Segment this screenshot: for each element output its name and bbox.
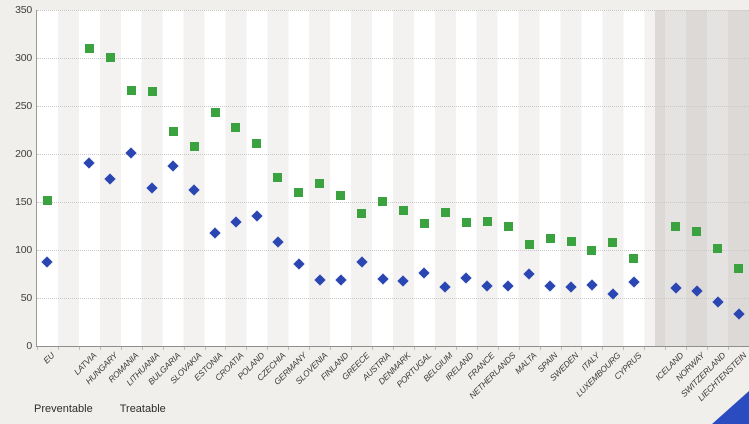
preventable-marker[interactable] [357,209,367,219]
preventable-marker[interactable] [42,195,52,205]
preventable-marker[interactable] [147,87,157,97]
preventable-marker[interactable] [629,254,639,264]
preventable-marker[interactable] [713,243,723,253]
preventable-marker[interactable] [210,108,220,118]
x-axis-tick [728,347,730,350]
x-axis-tick [225,347,227,350]
x-axis-tick [78,347,80,350]
x-axis-tick [518,347,520,350]
corner-ribbon [712,391,749,424]
x-axis-tick [204,347,206,350]
x-axis-tick [707,347,709,350]
x-axis-tick [497,347,499,350]
plot-area [37,10,749,346]
gridline [37,10,749,11]
x-axis-tick [309,347,311,350]
preventable-marker[interactable] [566,236,576,246]
x-axis-tick [330,347,332,350]
preventable-marker[interactable] [231,122,241,132]
y-tick-label: 250 [15,100,32,112]
x-axis-tick [372,347,374,350]
x-axis-tick [476,347,478,350]
preventable-marker[interactable] [524,239,534,249]
preventable-marker[interactable] [126,86,136,96]
legend-item-treatable[interactable]: Treatable [107,403,166,415]
y-tick-label: 200 [15,148,32,160]
gridline [37,58,749,59]
gridline [37,154,749,155]
preventable-marker[interactable] [419,218,429,228]
x-axis-tick [455,347,457,350]
x-axis-tick [539,347,541,350]
x-axis-tick [644,347,646,350]
x-axis-tick [623,347,625,350]
y-tick-label: 150 [15,196,32,208]
gridline [37,202,749,203]
preventable-marker[interactable] [671,221,681,231]
preventable-marker[interactable] [545,233,555,243]
x-axis-tick [141,347,143,350]
preventable-marker[interactable] [440,208,450,218]
gridline [37,106,749,107]
preventable-marker[interactable] [398,206,408,216]
preventable-marker[interactable] [252,138,262,148]
x-axis-tick [120,347,122,350]
x-axis-tick [434,347,436,350]
y-tick-label: 50 [20,292,32,304]
non-eu-shaded-region [655,10,749,346]
legend-label-preventable: Preventable [34,403,93,415]
preventable-square-icon [19,405,28,414]
gridline [37,298,749,299]
x-axis-tick [686,347,688,350]
y-tick-label: 350 [15,4,32,16]
x-axis-tick [183,347,185,350]
preventable-marker[interactable] [315,179,325,189]
treatable-diamond-icon [105,404,115,414]
x-axis-tick [37,347,38,350]
preventable-marker[interactable] [273,172,283,182]
preventable-marker[interactable] [378,196,388,206]
y-tick-label: 0 [26,340,32,352]
legend-label-treatable: Treatable [119,403,166,415]
x-axis-tick [246,347,248,350]
preventable-marker[interactable] [336,190,346,200]
x-axis-tick [665,347,667,350]
x-axis-tick [602,347,604,350]
preventable-marker[interactable] [105,52,115,62]
x-axis-tick [393,347,394,350]
preventable-marker[interactable] [587,245,597,255]
preventable-marker[interactable] [461,217,471,227]
x-axis-tick [351,347,353,350]
preventable-marker[interactable] [482,216,492,226]
preventable-marker[interactable] [692,227,702,237]
preventable-marker[interactable] [734,263,744,273]
preventable-marker[interactable] [294,187,304,197]
x-axis-tick [57,347,59,350]
preventable-marker[interactable] [608,237,618,247]
y-tick-label: 300 [15,52,32,64]
x-axis-tick [288,347,290,350]
preventable-marker[interactable] [503,221,513,231]
x-axis-tick [267,347,269,350]
preventable-marker[interactable] [84,43,94,53]
preventable-marker[interactable] [168,127,178,137]
legend-item-preventable[interactable]: Preventable [19,403,93,415]
preventable-marker[interactable] [189,141,199,151]
x-axis-tick [581,347,583,350]
gridline [37,250,749,251]
y-axis-line [36,10,37,347]
legend: Preventable Treatable [19,403,166,415]
x-axis-tick [560,347,562,350]
x-axis-tick [413,347,415,350]
x-axis-tick [99,347,101,350]
x-axis-tick [162,347,164,350]
y-tick-label: 100 [15,244,32,256]
x-axis-line [36,346,749,347]
